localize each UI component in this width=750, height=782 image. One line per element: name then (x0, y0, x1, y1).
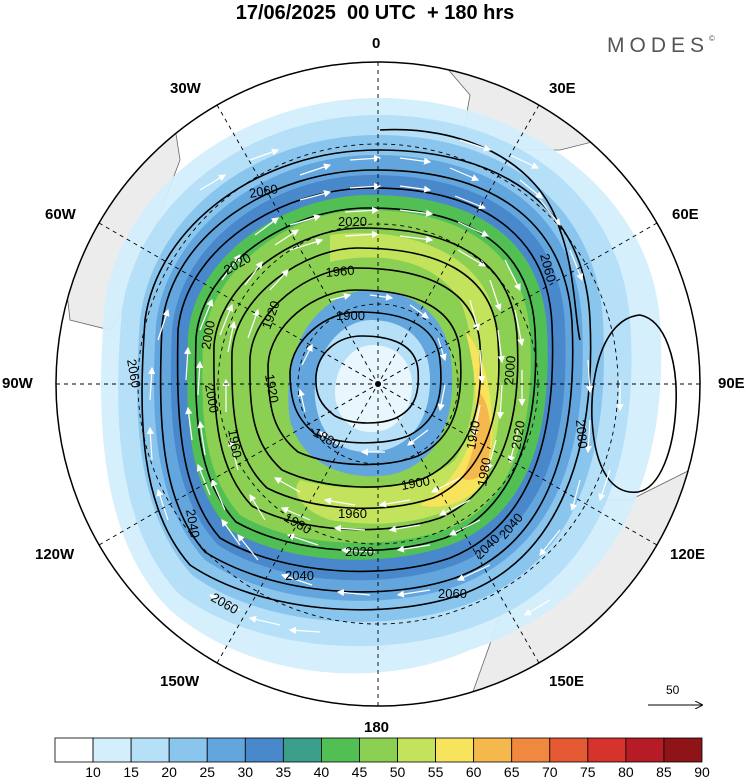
contour-1940 (249, 267, 482, 488)
contour-label: 2060 (124, 358, 144, 389)
colorbar-swatch (206, 737, 246, 763)
contour-1880 (315, 335, 420, 424)
contour-label: 1900 (400, 473, 431, 493)
contours (141, 128, 677, 611)
colorbar-swatch (282, 737, 322, 763)
map-title: 17/06/2025 00 UTC + 180 hrs (235, 2, 515, 24)
contour-label: 2060 (248, 181, 279, 201)
colorbar-swatch (625, 737, 665, 763)
wind-vectors (146, 139, 624, 634)
contour-2020 (176, 187, 554, 573)
contour-1980 (213, 227, 519, 531)
contour-label: 1920 (262, 373, 282, 404)
contour-1960 (231, 247, 500, 510)
colorbar-tick-label: 20 (161, 764, 177, 780)
contour-label: 2060 (537, 252, 559, 284)
colorbar-tick-label: 85 (656, 764, 672, 780)
lon-label-90w: 90W (2, 375, 33, 392)
contour-1920 (267, 289, 462, 466)
contour-1900 (289, 311, 442, 444)
lon-label-30w: 30W (170, 80, 201, 97)
colorbar-tick-label: 35 (275, 764, 292, 780)
contour-label: 2080 (573, 419, 590, 449)
colorbar-tick-label: 25 (199, 764, 216, 780)
contour-label: 1960 (338, 506, 367, 521)
colorbar-swatch (473, 737, 513, 763)
contour-2080 (591, 314, 677, 493)
colorbar-swatch (397, 737, 436, 763)
brand-text: MODES (607, 34, 710, 57)
colorbar-tick-label: 75 (580, 764, 596, 780)
colorbar-tick-label: 40 (313, 764, 330, 780)
contour-2060-east (379, 128, 581, 341)
colorbar-swatch (244, 737, 284, 763)
colorbar-tick-label: 80 (618, 764, 634, 780)
lon-label-90e: 90E (718, 375, 745, 392)
contour-label: 2000 (501, 355, 518, 385)
map-border (55, 61, 701, 707)
lon-label-180: 180 (364, 719, 390, 736)
brand-logo: MODES© (607, 34, 715, 58)
contour-label: 2060 (438, 586, 467, 601)
colorbar-swatch (587, 737, 627, 763)
contour-2040 (159, 169, 574, 593)
lon-label-60e: 60E (672, 206, 699, 223)
colorbar-tick-label: 60 (465, 764, 482, 780)
contour-label: 2020 (345, 544, 374, 559)
colorbar (54, 737, 703, 763)
colorbar-tick-label: 70 (541, 764, 558, 780)
colorbar-tick-label: 55 (427, 764, 444, 780)
colorbar-tick-label: 15 (123, 764, 139, 780)
contour-2060-outer (141, 149, 592, 611)
wind-speed-shading (101, 98, 662, 674)
colorbar-swatch (511, 737, 551, 763)
contour-label: 1980 (474, 456, 494, 487)
contour-labels: 2060 2020 1960 2020 1900 1920 2000 2060 … (124, 181, 590, 617)
contour-label: 2000 (198, 319, 218, 350)
contour-label: 1960 (225, 428, 245, 459)
colorbar-swatch (663, 737, 703, 763)
contour-label: 2020 (338, 214, 367, 229)
colorbar-tick-label: 65 (503, 764, 520, 780)
lon-label-150w: 150W (160, 673, 200, 690)
wind-scale-label: 50 (666, 683, 680, 697)
lon-label-0: 0 (372, 35, 381, 52)
lon-label-30e: 30E (549, 80, 576, 97)
lon-label-120w: 120W (35, 546, 75, 563)
band-55 (296, 232, 501, 524)
brand-mark: © (709, 34, 715, 43)
colorbar-swatch (549, 737, 589, 763)
contour-label: 1900 (336, 308, 365, 323)
colorbar-swatch (130, 737, 170, 763)
colorbar-swatch (321, 737, 360, 763)
contour-label: 2040 (285, 568, 314, 583)
lon-label-60w: 60W (45, 206, 76, 223)
colorbar-swatch (54, 737, 94, 763)
colorbar-swatch (168, 737, 208, 763)
lon-label-120e: 120E (670, 546, 706, 563)
colorbar-swatch (435, 737, 475, 763)
contour-label: 1960 (325, 263, 355, 280)
colorbar-tick-label: 10 (85, 764, 101, 780)
pole-marker (375, 381, 381, 387)
contour-label: 2040 (183, 508, 203, 539)
lon-label-150e: 150E (549, 673, 585, 690)
colorbar-tick-label: 30 (237, 764, 254, 780)
colorbar-tick-label: 45 (351, 764, 368, 780)
colorbar-swatch (359, 737, 398, 763)
colorbar-tick-label: 50 (389, 764, 406, 780)
colorbar-tick-label: 90 (694, 764, 710, 780)
contour-label: 1940 (463, 419, 483, 450)
contour-label: 2000 (202, 383, 222, 414)
contour-label: 2020 (508, 419, 528, 450)
map-disk (56, 62, 700, 706)
colorbar-swatch (92, 737, 132, 763)
